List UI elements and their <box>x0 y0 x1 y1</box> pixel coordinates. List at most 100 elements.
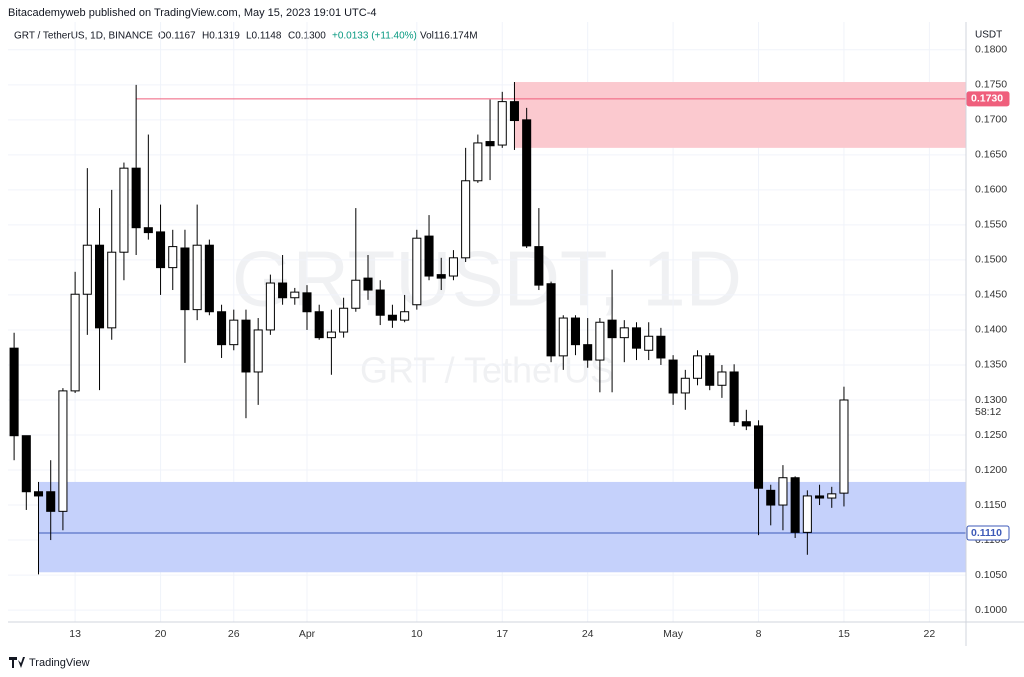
candle-down <box>656 335 666 359</box>
candle-down <box>607 319 617 339</box>
level-label-box <box>966 91 1010 107</box>
brand: TradingView <box>29 657 90 669</box>
x-tick-label: 26 <box>228 628 240 640</box>
y-tick-label: 0.1400 <box>975 324 1007 336</box>
candle-up <box>558 317 568 357</box>
y-tick-label: 0.1500 <box>975 254 1007 266</box>
candle-up <box>339 307 349 333</box>
y-tick-label: 0.1600 <box>975 184 1007 196</box>
candle-up <box>290 291 300 299</box>
candle-down <box>180 247 190 311</box>
y-tick-label: 0.1350 <box>975 359 1007 371</box>
candle-down <box>546 283 556 357</box>
candle-down <box>668 359 678 394</box>
candle-up <box>107 251 117 329</box>
candle-up <box>680 377 690 394</box>
y-tick-label: 0.1800 <box>975 44 1007 56</box>
candle-up <box>70 293 80 392</box>
y-tick-label: 0.1750 <box>975 79 1007 91</box>
y-tick-label: 0.1550 <box>975 219 1007 231</box>
candle-up <box>619 327 629 339</box>
candle-down <box>815 495 825 499</box>
candle-up <box>473 142 483 182</box>
candle-up <box>461 180 471 259</box>
candle-up <box>58 390 68 512</box>
candle-down <box>143 227 153 234</box>
x-tick-label: 8 <box>756 628 762 640</box>
x-tick-label: Apr <box>299 628 316 640</box>
candle-down <box>278 282 288 299</box>
logo <box>9 657 25 668</box>
candle-down <box>9 347 19 437</box>
x-tick-label: 20 <box>155 628 167 640</box>
level-label: 0.1730 <box>971 93 1003 105</box>
candle-down <box>131 167 141 229</box>
currency: USDT <box>975 30 1002 41</box>
candle-down <box>766 489 776 506</box>
candle-up <box>326 331 336 339</box>
watermark-name: GRT / TetherUS <box>360 350 614 391</box>
x-tick-label: 22 <box>924 628 936 640</box>
candle-down <box>436 274 446 279</box>
y-tick-label: 0.1000 <box>975 604 1007 616</box>
candle-up <box>229 319 239 346</box>
x-tick-label: 24 <box>582 628 594 640</box>
candle-down <box>534 246 544 286</box>
y-tick-label: 0.1050 <box>975 569 1007 581</box>
candle-up <box>412 237 422 306</box>
x-tick-label: May <box>663 628 684 640</box>
x-tick-label: 13 <box>69 628 81 640</box>
legend-high: H0.1319 <box>202 31 240 42</box>
candle-down <box>631 327 642 349</box>
candle-up <box>802 495 812 533</box>
level-label-box <box>966 525 1010 541</box>
candle-down <box>387 314 397 321</box>
candle-down <box>741 421 751 427</box>
candle-up <box>497 101 507 146</box>
candle-down <box>485 141 495 147</box>
candle-up <box>448 257 458 277</box>
zone <box>38 481 966 573</box>
candle-up <box>265 282 275 331</box>
publisher: Bitacademyweb published on TradingView.c… <box>8 7 377 19</box>
candle-down <box>33 491 44 497</box>
candle-down <box>583 344 593 361</box>
candle-down <box>314 311 324 339</box>
candle-up <box>168 246 178 269</box>
symbol: GRT / TetherUS, 1D, BINANCE <box>14 31 153 42</box>
candle-up <box>717 371 727 386</box>
candle-down <box>509 101 519 122</box>
y-tick-label: 0.1450 <box>975 289 1007 301</box>
candle-down <box>522 119 532 247</box>
candle-down <box>790 477 800 533</box>
candles <box>9 82 849 575</box>
legend: GRT / TetherUS, 1D, BINANCE O0.1167 H0.1… <box>14 31 478 42</box>
y-tick-label: 0.1200 <box>975 464 1007 476</box>
y-tick-label: 0.1300 <box>975 394 1007 406</box>
y-tick-label: 0.1250 <box>975 429 1007 441</box>
candle-down <box>705 355 715 386</box>
candle-down <box>754 425 764 489</box>
candle-down <box>46 491 56 512</box>
candle-up <box>253 329 263 373</box>
axes: 0.10000.10500.11000.11500.12000.12500.13… <box>69 44 1010 640</box>
candle-up <box>400 311 410 321</box>
candle-up <box>692 355 703 379</box>
candle-down <box>302 292 312 313</box>
candle-down <box>204 244 214 313</box>
countdown: 58:12 <box>975 406 1001 418</box>
candle-up <box>839 399 849 494</box>
candle-up <box>778 477 788 506</box>
candle-down <box>375 289 385 316</box>
legend-volume: Vol116.174M <box>420 31 478 42</box>
candle-down <box>424 235 434 277</box>
zone <box>514 82 966 148</box>
y-tick-label: 0.1150 <box>975 499 1006 511</box>
candle-down <box>217 311 227 346</box>
candle-up <box>351 279 361 309</box>
candle-up <box>595 321 605 361</box>
x-tick-label: 15 <box>838 628 850 640</box>
y-tick-label: 0.1650 <box>975 149 1007 161</box>
candle-down <box>21 435 31 493</box>
